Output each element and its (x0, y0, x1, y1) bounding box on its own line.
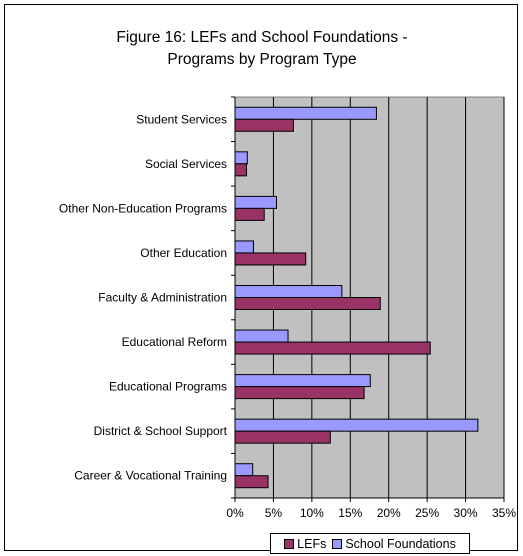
bar-lefs-career-and-vocational-training (234, 475, 269, 489)
x-tick-label: 15% (338, 506, 362, 520)
legend-item-school-foundations: School Foundations (332, 537, 456, 551)
bar-chart: 0% 5% 10% 15% 20% 25% 30% 35% Student Services So… (59, 96, 516, 520)
bar-school-foundations-student-services (234, 106, 377, 120)
chart-title: Figure 16: LEFs and School Foundations -… (5, 27, 519, 71)
y-tick-label-student-services: Student Services (136, 112, 227, 126)
legend-item-lefs: LEFs (284, 537, 326, 551)
y-tick-label-educational-programs: Educational Programs (109, 380, 227, 394)
x-tick-label: 0% (226, 506, 244, 520)
x-tick-label: 25% (415, 506, 439, 520)
bar-lefs-other-education (234, 252, 307, 266)
bar-lefs-social-services (234, 163, 248, 177)
bar-school-foundations-district-and-school-support (234, 418, 479, 432)
chart-legend: LEFs School Foundations (270, 533, 470, 554)
y-tick-label-social-services: Social Services (145, 157, 227, 171)
bar-school-foundations-educational-programs (234, 374, 371, 388)
x-tick-label: 10% (300, 506, 324, 520)
bar-lefs-other-non-education-programs (234, 207, 265, 221)
bar-school-foundations-other-non-education-programs (234, 195, 278, 209)
bar-school-foundations-career-and-vocational-training (234, 463, 254, 477)
bar-school-foundations-faculty-and-administration (234, 285, 343, 298)
legend-label-lefs: LEFs (297, 536, 327, 551)
bar-school-foundations-other-education (234, 240, 254, 254)
y-tick-label-educational-reform: Educational Reform (122, 335, 227, 349)
y-tick-label-other-education: Other Education (140, 246, 227, 260)
bar-lefs-district-and-school-support (234, 430, 331, 444)
x-tick-label: 30% (454, 506, 478, 520)
y-tick-label-career-and-vocational-training: Career & Vocational Training (74, 469, 227, 483)
legend-swatch-lefs (284, 538, 295, 549)
y-tick-label-district-and-school-support: District & School Support (94, 424, 228, 438)
bar-school-foundations-social-services (234, 151, 248, 165)
x-tick-label: 35% (492, 506, 516, 520)
y-tick-label-faculty-and-administration: Faculty & Administration (98, 291, 227, 305)
bar-lefs-student-services (234, 118, 294, 132)
chart-title-line-2: Programs by Program Type (167, 51, 357, 68)
y-tick-label-other-non-education-programs: Other Non-Education Programs (59, 201, 227, 215)
x-tick-label: 20% (377, 506, 401, 520)
bar-lefs-faculty-and-administration (234, 297, 381, 310)
chart-frame: Figure 16: LEFs and School Foundations -… (4, 4, 519, 554)
x-tick-label: 5% (265, 506, 283, 520)
chart-title-line-1: Figure 16: LEFs and School Foundations - (116, 29, 408, 46)
bar-lefs-educational-reform (234, 341, 431, 355)
legend-swatch-school-foundations (332, 538, 343, 549)
bar-school-foundations-educational-reform (234, 329, 289, 343)
bar-lefs-educational-programs (234, 386, 365, 400)
legend-label-school-foundations: School Foundations (345, 536, 456, 551)
